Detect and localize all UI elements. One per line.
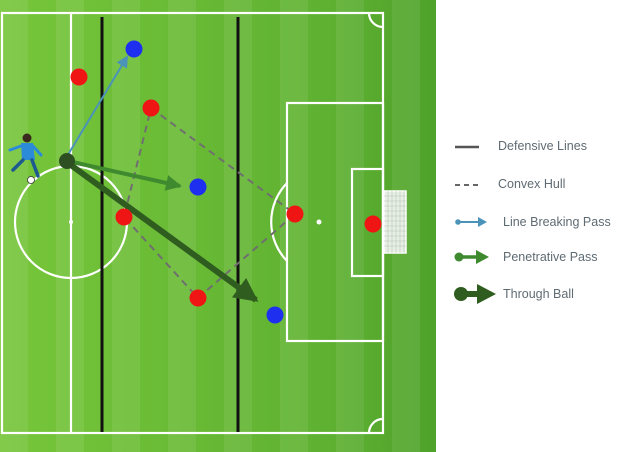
legend-label: Convex Hull	[498, 177, 566, 191]
attacker-player	[189, 178, 207, 196]
defender-player	[286, 205, 304, 223]
medium-arrow-icon	[454, 250, 489, 264]
corner-arc-bottom	[367, 417, 384, 434]
legend-label: Line Breaking Pass	[503, 215, 611, 229]
legend-item-convex-hull: Convex Hull	[446, 172, 621, 196]
legend-item-defensive-lines: Defensive Lines	[446, 134, 621, 158]
legend-item-line-breaking-pass: Line Breaking Pass	[446, 210, 621, 234]
centre-spot	[69, 220, 73, 224]
penalty-spot	[316, 219, 322, 225]
legend: Defensive Lines Convex Hull Line Breakin…	[446, 0, 621, 452]
solid-line-icon	[455, 145, 479, 149]
corner-arc-top	[367, 12, 384, 29]
attacker-player	[266, 306, 284, 324]
small-arrow-icon	[455, 217, 487, 227]
legend-label: Defensive Lines	[498, 139, 587, 153]
large-arrow-icon	[454, 284, 496, 304]
legend-item-through-ball: Through Ball	[446, 280, 621, 304]
goal-area	[350, 167, 385, 278]
attacker-player	[125, 40, 143, 58]
line-breaking-pass-arrow	[65, 55, 129, 159]
defender-player	[115, 208, 133, 226]
through-ball-arrow	[66, 160, 259, 303]
penetrative-pass-arrow	[67, 159, 182, 191]
legend-label: Penetrative Pass	[503, 250, 598, 264]
defender-player	[364, 215, 382, 233]
defender-player	[189, 289, 207, 307]
defender-player	[70, 68, 88, 86]
legend-item-penetrative-pass: Penetrative Pass	[446, 245, 621, 269]
football-pitch-diagram	[0, 0, 436, 452]
ball-carrier-dot	[59, 153, 75, 169]
goal-net	[383, 190, 407, 254]
legend-label: Through Ball	[503, 287, 574, 301]
defender-player	[142, 99, 160, 117]
penalty-arc	[270, 182, 288, 262]
footballer-icon	[8, 133, 43, 184]
dashed-line-icon	[455, 184, 479, 186]
